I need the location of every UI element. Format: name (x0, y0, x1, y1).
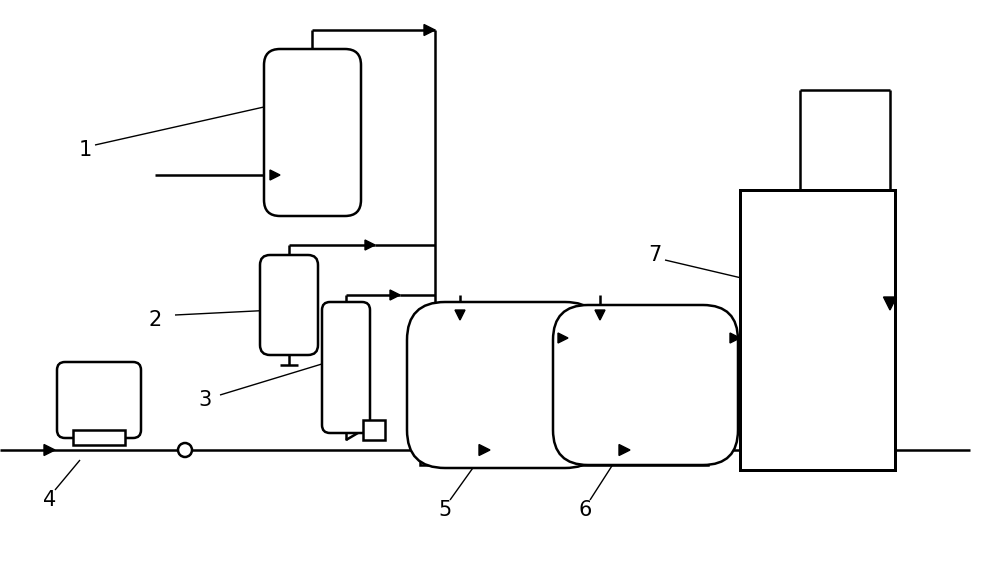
FancyBboxPatch shape (260, 255, 318, 355)
Polygon shape (44, 444, 55, 456)
Text: 1: 1 (78, 140, 92, 160)
FancyBboxPatch shape (407, 302, 603, 468)
Bar (363, 420, 385, 440)
Bar (568, 320, 708, 465)
Polygon shape (270, 170, 280, 180)
Polygon shape (424, 25, 435, 35)
Bar (73, 430, 125, 445)
Polygon shape (365, 240, 375, 250)
Polygon shape (479, 444, 490, 456)
Text: 7: 7 (648, 245, 662, 265)
Text: 6: 6 (578, 500, 592, 520)
Polygon shape (558, 333, 568, 343)
Bar (740, 190, 895, 470)
Circle shape (178, 443, 192, 457)
Text: 5: 5 (438, 500, 452, 520)
FancyBboxPatch shape (553, 305, 738, 465)
Polygon shape (390, 290, 400, 300)
Text: 2: 2 (148, 310, 162, 330)
Polygon shape (619, 444, 630, 456)
Polygon shape (595, 310, 605, 320)
Text: 4: 4 (43, 490, 57, 510)
Polygon shape (884, 297, 896, 310)
FancyBboxPatch shape (57, 362, 141, 438)
FancyBboxPatch shape (264, 49, 361, 216)
Text: 3: 3 (198, 390, 212, 410)
Polygon shape (730, 333, 740, 343)
FancyBboxPatch shape (322, 302, 370, 433)
Bar (420, 320, 580, 465)
Polygon shape (455, 310, 465, 320)
